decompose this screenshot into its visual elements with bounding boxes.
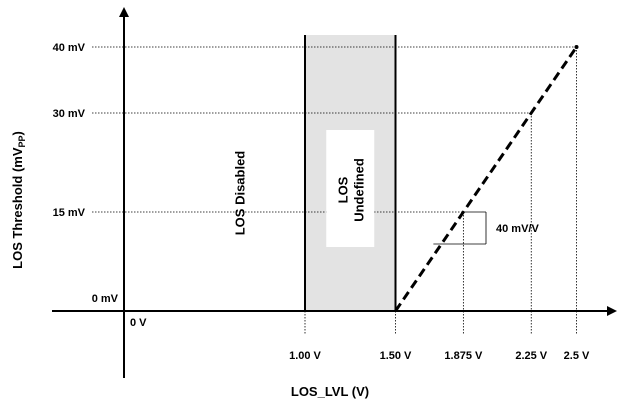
los-undefined-label-box [326,130,375,247]
threshold-line-0 [394,46,578,312]
y-tick-30-mv: 30 mV [53,108,86,120]
threshold-series [394,45,579,312]
y-tick-labels: 0 mV 15 mV 30 mV 40 mV [53,42,119,305]
endpoint-marker [574,45,579,49]
y-tick-15-mv: 15 mV [53,207,86,219]
los-undefined-label: LOSUndefined [335,158,366,222]
y-axis-title-main: LOS Threshold (mV [10,147,25,269]
x-tick-0-v: 0 V [130,317,147,329]
x-tick-1-875-v: 1.875 V [444,350,483,362]
x-tick-1-50-v: 1.50 V [380,350,412,362]
x-axis-title: LOS_LVL (V) [291,384,369,399]
los-disabled-label: LOS Disabled [233,151,248,236]
y-axis-title-close: ) [10,131,25,135]
guide-lines [92,46,577,335]
x-tick-labels: 0 V 1.00 V 1.50 V 1.875 V 2.25 V 2.5 V [130,317,590,362]
x-tick-2-25-v: 2.25 V [515,350,547,362]
slope-annotation: 40 mV/V [433,211,539,245]
y-axis-title: LOS Threshold (mVPP) [10,131,27,269]
x-tick-1-00-v: 1.00 V [289,350,321,362]
y-axis-title-sub: PP [17,135,27,147]
slope-label: 40 mV/V [496,223,539,235]
x-tick-2-5-v: 2.5 V [564,350,590,362]
los-undefined-label-line-1: Undefined [351,158,366,222]
y-tick-40-mv: 40 mV [53,42,86,54]
y-tick-0-mv: 0 mV [92,293,119,305]
los-undefined-label-line-0: LOS [335,176,350,203]
